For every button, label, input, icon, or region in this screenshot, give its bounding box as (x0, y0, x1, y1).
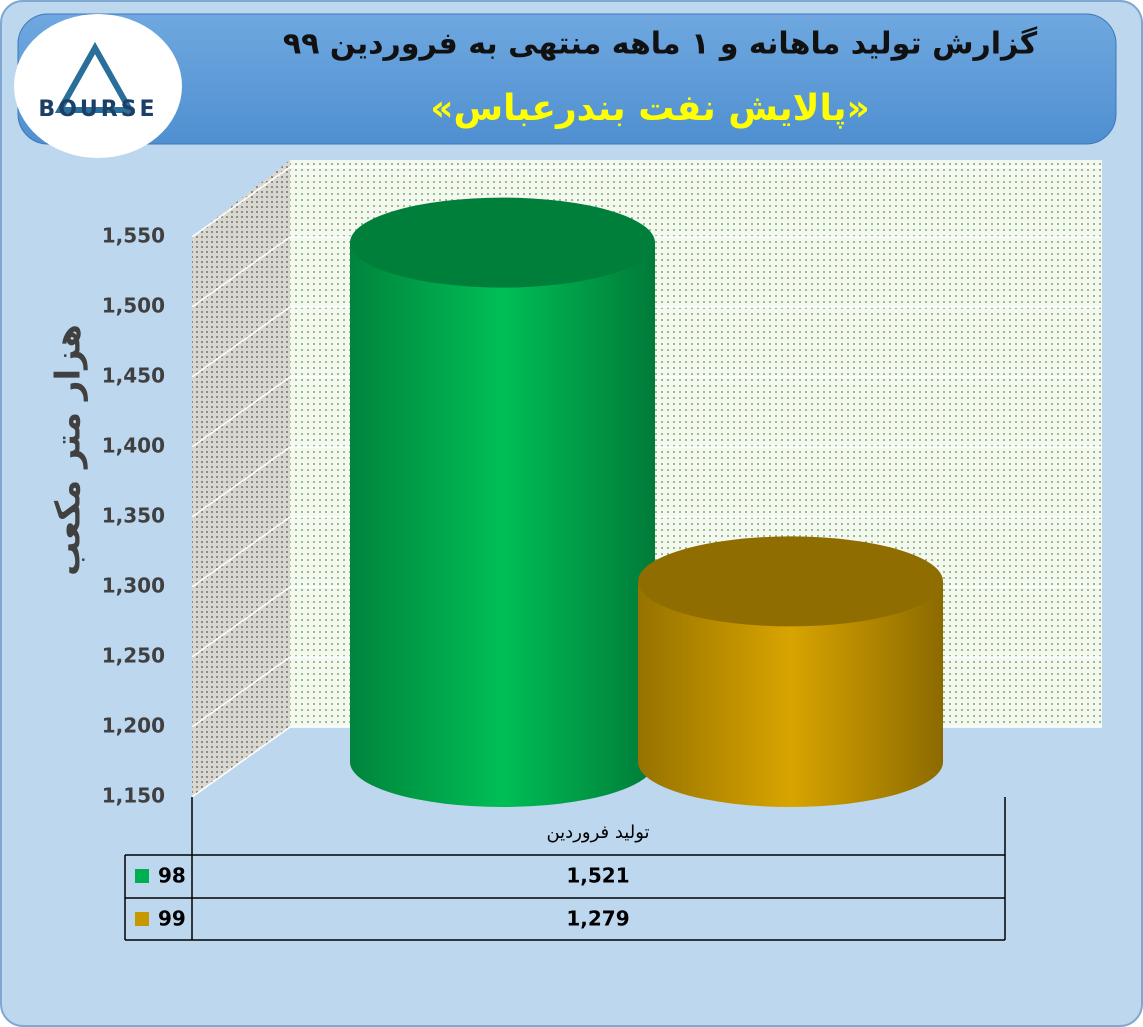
grid-line (191, 236, 291, 308)
logo-icon (54, 41, 136, 113)
y-tick-label: 1,400 (102, 434, 165, 458)
legend-swatch (135, 869, 149, 883)
bar (638, 581, 943, 808)
grid-line (191, 166, 291, 238)
y-tick-label: 1,350 (102, 504, 165, 528)
grid-line (191, 306, 291, 378)
grid-line (191, 376, 291, 448)
bar (350, 242, 655, 808)
data-label: 1,279 (566, 907, 629, 931)
logo-bg (14, 14, 182, 158)
y-tick-label: 1,500 (102, 294, 165, 318)
bar-top (350, 197, 655, 288)
legend-label: 98 (158, 864, 186, 888)
y-tick-label: 1,250 (102, 644, 165, 668)
side-wall (192, 160, 290, 797)
grid-line (191, 446, 291, 518)
chart-subtitle: «پالایش نفت بندرعباس» (430, 88, 870, 129)
legend-label: 99 (158, 907, 186, 931)
grid-line (191, 586, 291, 658)
y-tick-label: 1,550 (102, 224, 165, 248)
y-tick-label: 1,300 (102, 574, 165, 598)
x-tick-label: تولید فروردین (546, 822, 649, 843)
y-axis-label: هزار متر مکعب (49, 324, 89, 576)
logo-text: BOURSE (38, 97, 157, 122)
data-table (124, 797, 1006, 941)
y-tick-label: 1,200 (102, 714, 165, 738)
legend-swatch (135, 912, 149, 926)
bar-top (638, 536, 943, 627)
grid-line (191, 516, 291, 588)
data-label: 1,521 (566, 864, 629, 888)
chart-title: گزارش تولید ماهانه و ۱ ماهه منتهی به فرو… (283, 26, 1038, 62)
y-tick-label: 1,150 (102, 784, 165, 808)
grid-line (191, 656, 291, 728)
y-tick-label: 1,450 (102, 364, 165, 388)
grid-line (191, 726, 291, 798)
